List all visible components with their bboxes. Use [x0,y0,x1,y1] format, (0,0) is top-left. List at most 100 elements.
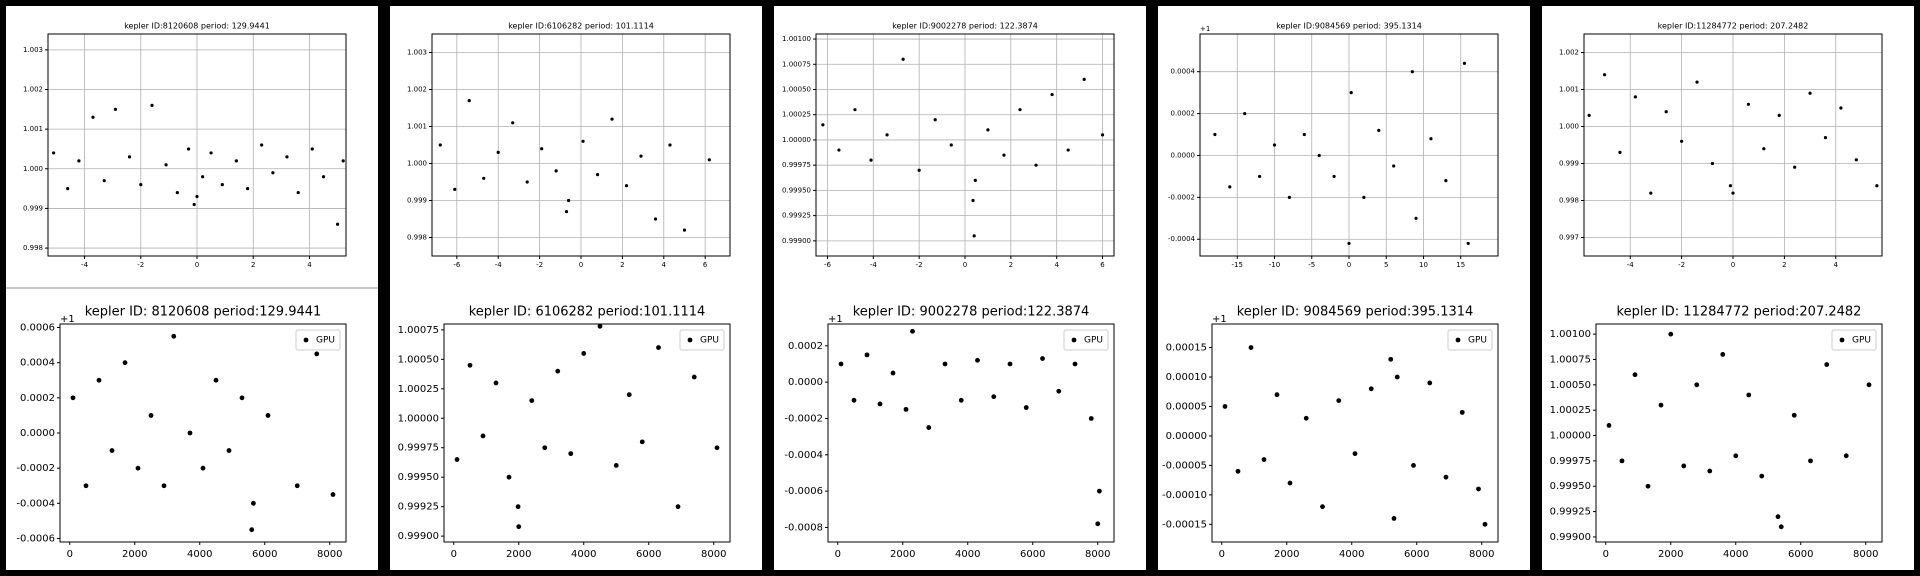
data-point [1002,153,1006,157]
data-point [102,179,106,183]
data-point [314,351,320,357]
data-point [595,173,600,177]
y-tick-label: 0.0006 [20,323,55,334]
data-point [885,133,889,137]
data-point [1362,195,1366,199]
data-point [1023,405,1029,410]
data-point [1459,409,1465,415]
y-tick-label: 1.00000 [398,413,439,424]
x-tick-label: 0 [579,261,583,269]
chart: kepler ID: 11284772 period:207.2482 0.999… [1550,305,1883,560]
panel [774,6,1146,570]
y-tick-label: -0.0004 [784,450,823,461]
data-point [1391,516,1397,521]
data-point [515,504,521,510]
data-point [1720,352,1726,357]
data-point [1228,185,1232,189]
data-point [1733,453,1739,459]
data-point [1056,388,1062,394]
data-point [675,504,681,510]
legend-box [295,329,341,351]
chart-title: kepler ID:6106282 period: 101.1114 [508,22,654,31]
data-point [838,361,844,367]
data-point [581,351,587,356]
y-tick-label: 0.99900 [398,531,439,542]
data-point [933,118,937,122]
y-tick-label: 0.999 [407,197,427,205]
data-point [1235,468,1241,474]
legend-marker [1839,337,1845,343]
data-point [249,527,255,533]
y-tick-label: 0.0002 [20,393,55,404]
y-tick-label: 0.998 [23,244,43,252]
legend-marker [1071,337,1077,343]
legend-box [1831,329,1877,351]
x-tick-label: 4 [1834,261,1839,269]
x-tick-label: -4 [870,261,878,269]
data-point [83,483,89,489]
data-point [1410,70,1414,74]
data-point [467,99,471,103]
data-point [581,139,585,143]
y-tick-label: 0.0000 [788,377,823,388]
legend-marker [303,337,309,343]
data-point [186,147,191,151]
data-point [639,154,643,158]
legend-label: GPU [316,336,335,346]
legend-label: GPU [1852,336,1871,346]
y-tick-label: -0.0002 [1168,193,1195,201]
y-tick-label: -0.0004 [16,498,55,509]
chart: kepler ID:8120608 period: 129.9441 0.998 0… [23,22,347,269]
data-point [1444,179,1448,183]
data-point [1823,136,1828,140]
y-tick-label: 1.00050 [398,354,439,365]
data-point [1843,453,1849,459]
data-point [135,465,141,471]
y-tick-label: -0.0002 [16,463,55,474]
data-point [192,202,196,207]
x-tick-label: 6000 [1788,549,1813,560]
data-point [91,115,95,119]
y-tick-label: 0.0002 [1171,110,1196,118]
data-point [175,190,179,195]
data-point [958,397,964,403]
data-point [516,524,522,530]
data-point [1824,362,1830,367]
x-tick-label: 15 [1456,261,1465,269]
data-point [1007,361,1013,367]
panel [1542,6,1914,570]
x-tick-label: 0 [1219,549,1225,560]
chart: kepler ID: 9084569 period:395.1314 -0.000… [1162,305,1499,560]
data-point [564,210,569,214]
data-point [52,151,56,155]
y-tick-label: 0.00015 [1166,343,1207,354]
data-point [1261,457,1267,462]
data-point [869,158,873,162]
data-point [1476,486,1481,492]
data-point [127,155,132,159]
x-tick-label: 6000 [1020,549,1045,560]
data-point [150,103,154,107]
y-tick-label: 1.00000 [782,136,811,144]
data-point [542,445,548,451]
legend-box [1063,329,1109,351]
x-tick-label: 0 [1731,261,1735,269]
data-point [1728,184,1733,188]
data-point [493,380,499,386]
data-point [1632,372,1638,378]
data-point [1602,73,1607,77]
data-point [1866,382,1872,388]
y-tick-label: 0.999 [1559,160,1579,168]
data-point [200,465,206,471]
y-tick-label: 1.002 [23,86,43,94]
data-point [1808,91,1812,95]
y-tick-label: 0.0000 [1171,151,1196,159]
x-tick-label: 6 [1100,261,1105,269]
data-point [454,457,460,462]
data-point [1302,132,1306,137]
axes-frame [815,33,1115,257]
chart-title: kepler ID: 8120608 period:129.9441 [85,305,322,320]
data-point [1394,374,1400,380]
data-point [525,180,529,184]
data-point [1746,102,1751,106]
